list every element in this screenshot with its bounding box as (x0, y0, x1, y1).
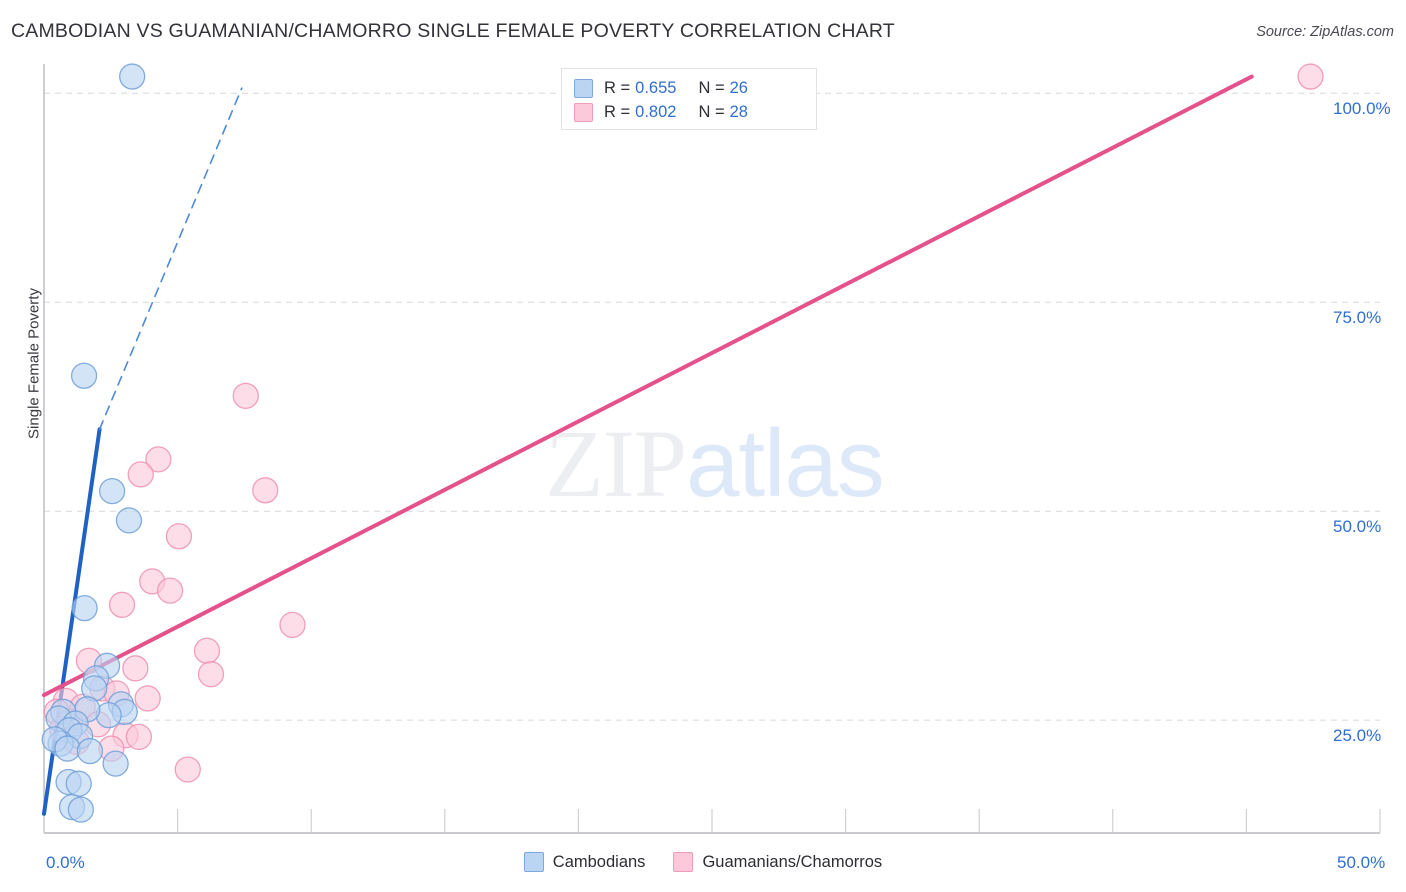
scatter-point (165, 523, 193, 550)
scatter-point (76, 737, 104, 765)
scatter-point (125, 723, 153, 751)
scatter-point (108, 591, 136, 618)
r-label-pink: R = (604, 102, 631, 121)
y-axis-tick-label: 75.0% (1333, 308, 1382, 328)
scatter-point (1297, 63, 1324, 90)
r-value-pink: 0.802 (635, 102, 677, 121)
scatter-point (127, 461, 154, 488)
scatter-point (134, 685, 161, 712)
scatter-points-cambodians (41, 63, 146, 823)
n-value-pink: 28 (729, 102, 748, 121)
y-axis-tick-label: 25.0% (1333, 726, 1382, 746)
Cambodians-fit-extension (98, 87, 243, 431)
scatter-point (145, 446, 172, 473)
correlation-stats-legend: R = 0.655 N = 26 R = 0.802 N = 28 (561, 68, 817, 130)
legend-swatch-icon (523, 852, 544, 872)
x-axis-ticks (43, 809, 1381, 833)
scatter-point (174, 756, 201, 783)
scatter-points-guamanians (43, 63, 1324, 783)
scatter-point (279, 611, 306, 639)
gridlines (44, 92, 1380, 721)
Guamanians-Chamorros-fit (42, 74, 1254, 698)
scatter-point (232, 382, 259, 409)
axis-lines (43, 64, 1380, 834)
scatter-point (252, 477, 279, 504)
scatter-point (98, 477, 126, 505)
legend-label: Cambodians (552, 852, 646, 871)
n-label-pink: N = (698, 102, 725, 121)
scatter-point (115, 507, 143, 534)
x-axis-max-label: 50.0% (1337, 853, 1386, 872)
page-title: CAMBODIAN VS GUAMANIAN/CHAMORRO SINGLE F… (11, 20, 895, 42)
r-value-blue: 0.655 (635, 78, 677, 97)
stat-row-guamanians: R = 0.802 N = 28 (574, 100, 806, 124)
legend-swatch-blue-icon (574, 78, 593, 98)
n-value-blue: 26 (729, 78, 748, 97)
y-axis-tick-label: 100.0% (1333, 99, 1391, 119)
scatter-point (156, 577, 184, 604)
scatter-point (193, 637, 221, 664)
legend-swatch-icon (673, 852, 694, 872)
scatter-point (197, 661, 225, 688)
stat-row-cambodians: R = 0.655 N = 26 (574, 76, 806, 100)
scatter-point (102, 750, 129, 777)
n-label-blue: N = (698, 78, 725, 97)
scatter-point (54, 735, 81, 762)
legend-item[interactable]: Guamanians/Chamorros (673, 852, 882, 872)
source-attribution: Source: ZipAtlas.com (1256, 24, 1394, 40)
scatter-point (67, 796, 95, 823)
scatter-point (71, 595, 98, 622)
scatter-point (65, 770, 92, 797)
legend-item[interactable]: Cambodians (523, 852, 646, 872)
r-label-blue: R = (604, 78, 631, 97)
series-legend: Cambodians Guamanians/Chamorros (0, 852, 1406, 872)
x-axis-min-label: 0.0% (46, 853, 85, 872)
legend-label: Guamanians/Chamorros (702, 852, 883, 871)
legend-swatch-pink-icon (574, 102, 593, 122)
scatter-point (70, 362, 98, 389)
y-axis-tick-label: 50.0% (1333, 517, 1382, 537)
scatter-point (119, 63, 146, 90)
scatter-point (122, 655, 149, 682)
trendlines (42, 74, 1254, 816)
